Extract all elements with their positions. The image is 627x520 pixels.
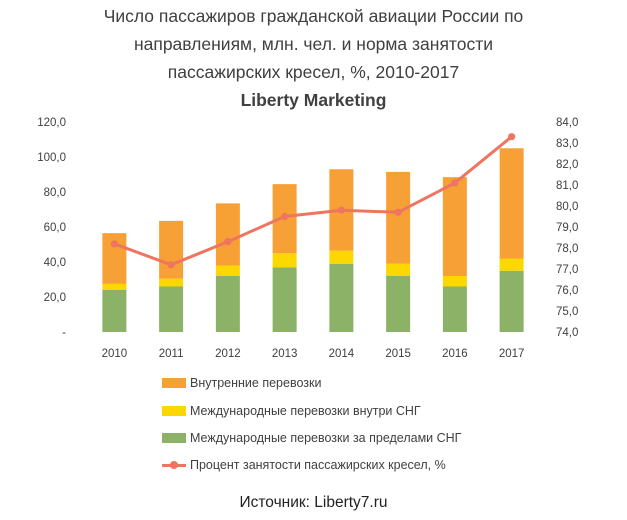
bar-intl-cis <box>499 258 524 271</box>
chart-title-line-3: пассажирских кресел, %, 2010-2017 <box>167 62 460 82</box>
y-left-tick-label: 40,0 <box>44 257 66 269</box>
y-left-tick-label: - <box>62 327 66 339</box>
bar-domestic <box>159 220 184 279</box>
x-tick-label: 2013 <box>272 348 298 360</box>
x-tick-label: 2016 <box>442 348 468 360</box>
y-right-tick-label: 82,0 <box>556 159 578 171</box>
y-right-tick-label: 74,0 <box>556 327 578 339</box>
load-factor-point <box>281 212 289 221</box>
x-tick-label: 2015 <box>385 348 411 360</box>
chart-title-line-1: Число пассажиров гражданской авиации Рос… <box>103 6 524 26</box>
y-right-tick-label: 81,0 <box>556 180 578 192</box>
bar-domestic <box>215 203 240 266</box>
bar-domestic <box>499 148 524 259</box>
bar-intl-outside <box>159 286 184 332</box>
legend-swatch-intl-cis <box>162 406 186 416</box>
y-left-tick-label: 120,0 <box>37 117 66 129</box>
y-right-tick-label: 78,0 <box>556 243 578 255</box>
bar-intl-cis <box>159 278 184 287</box>
load-factor-point <box>110 240 118 248</box>
load-factor-point <box>167 261 175 269</box>
legend-label-intl-outside: Международные перевозки за пределами СНГ <box>190 431 462 445</box>
bar-intl-outside <box>442 286 467 332</box>
x-tick-label: 2012 <box>215 348 241 360</box>
x-tick-label: 2014 <box>329 348 355 360</box>
x-tick-label: 2017 <box>499 348 525 360</box>
legend-label-domestic: Внутренние перевозки <box>190 376 322 390</box>
legend-swatch-intl-outside <box>162 433 186 443</box>
bar-intl-outside <box>329 263 354 332</box>
bar-intl-cis <box>329 250 354 264</box>
bar-intl-cis <box>102 283 127 290</box>
legend-item-load-factor: Процент занятости пассажирских кресел, % <box>162 455 446 475</box>
bar-intl-outside <box>102 290 127 332</box>
bar-intl-cis <box>272 253 297 268</box>
load-factor-point <box>337 206 345 214</box>
bar-intl-cis <box>215 265 240 276</box>
bar-domestic <box>386 171 411 264</box>
legend-label-load-factor: Процент занятости пассажирских кресел, % <box>190 458 446 472</box>
y-right-tick-label: 80,0 <box>556 201 578 213</box>
load-factor-line <box>113 135 513 267</box>
y-left-tick-label: 80,0 <box>44 187 66 199</box>
load-factor-point <box>394 208 402 216</box>
x-tick-label: 2011 <box>159 348 184 360</box>
y-right-tick-label: 77,0 <box>556 264 578 276</box>
load-factor-point <box>508 133 516 141</box>
y-right-tick-label: 79,0 <box>556 222 578 234</box>
bar-domestic <box>442 177 467 276</box>
y-left-tick-label: 60,0 <box>44 222 66 234</box>
bar-intl-cis <box>386 263 411 276</box>
bar-intl-outside <box>499 270 524 332</box>
chart-title-block: Число пассажиров гражданской авиации Рос… <box>0 2 627 114</box>
y-right-tick-label: 76,0 <box>556 285 578 297</box>
bar-intl-outside <box>386 276 411 332</box>
source-note: Источник: Liberty7.ru <box>239 494 388 511</box>
load-factor-point <box>224 238 232 246</box>
chart-subtitle: Liberty Marketing <box>240 90 387 110</box>
legend-swatch-load-factor <box>162 460 186 470</box>
legend-item-intl-outside: Международные перевозки за пределами СНГ <box>162 428 461 448</box>
y-left-tick-label: 100,0 <box>37 152 66 164</box>
y-right-tick-label: 84,0 <box>556 117 578 129</box>
legend-swatch-domestic <box>162 378 186 388</box>
load-factor-point <box>451 179 459 187</box>
chart-title-line-2: направлениям, млн. чел. и норма занятост… <box>133 34 494 54</box>
bar-intl-cis <box>442 276 467 287</box>
legend-item-domestic: Внутренние перевозки <box>162 373 321 393</box>
bar-intl-outside <box>215 276 240 332</box>
bar-intl-outside <box>272 267 297 332</box>
chart-plot: - 20,0 40,0 60,0 80,0 100,0 120,0 74,0 75,0 76,0 7… <box>37 117 578 360</box>
x-tick-label: 2010 <box>102 348 128 360</box>
y-right-tick-label: 83,0 <box>556 138 578 150</box>
y-left-tick-label: 20,0 <box>44 292 66 304</box>
legend-label-intl-cis: Международные перевозки внутри СНГ <box>190 404 421 418</box>
legend-item-intl-cis: Международные перевозки внутри СНГ <box>162 401 421 421</box>
y-right-tick-label: 75,0 <box>556 306 578 318</box>
